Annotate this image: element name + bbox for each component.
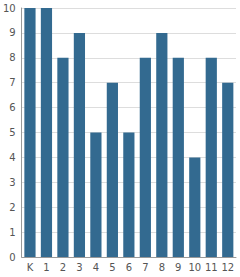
svg-text:5: 5 [9, 127, 15, 138]
svg-text:5: 5 [109, 262, 115, 273]
svg-text:11: 11 [205, 262, 218, 273]
svg-text:6: 6 [126, 262, 132, 273]
svg-text:1: 1 [43, 262, 49, 273]
svg-text:10: 10 [188, 262, 201, 273]
svg-text:9: 9 [175, 262, 181, 273]
svg-text:7: 7 [142, 262, 148, 273]
svg-text:7: 7 [9, 77, 15, 88]
svg-text:K: K [27, 262, 34, 273]
svg-text:2: 2 [60, 262, 66, 273]
svg-text:0: 0 [9, 252, 15, 263]
svg-text:10: 10 [3, 3, 16, 14]
svg-text:3: 3 [9, 177, 15, 188]
svg-text:4: 4 [93, 262, 99, 273]
svg-text:2: 2 [9, 202, 15, 213]
svg-text:9: 9 [9, 27, 15, 38]
svg-text:1: 1 [9, 227, 15, 238]
svg-text:3: 3 [76, 262, 82, 273]
svg-text:8: 8 [159, 262, 165, 273]
svg-text:6: 6 [9, 102, 15, 113]
svg-text:4: 4 [9, 152, 15, 163]
svg-text:12: 12 [221, 262, 234, 273]
svg-text:8: 8 [9, 52, 15, 63]
